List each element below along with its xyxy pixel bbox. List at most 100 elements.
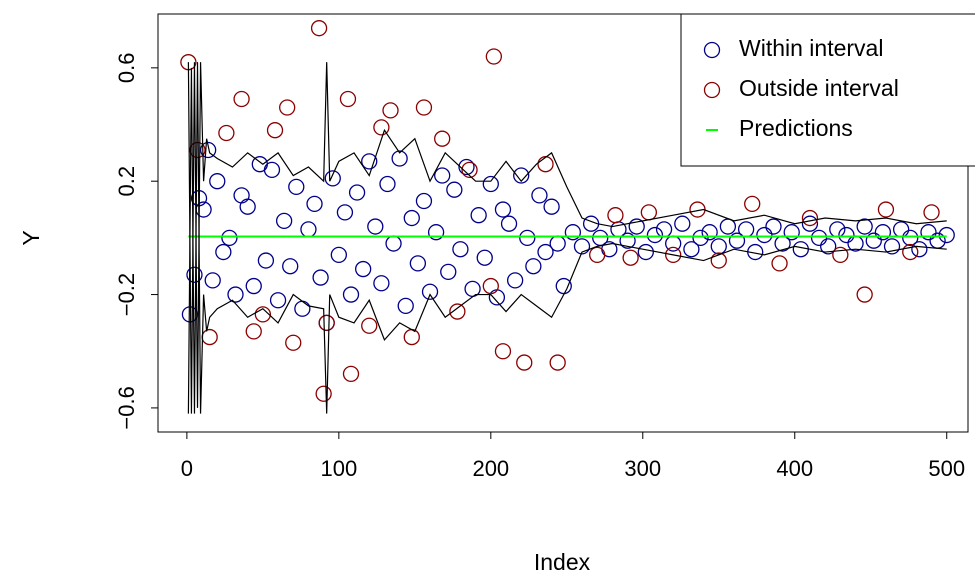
x-tick-label: 300 [624,456,661,481]
point [279,99,296,116]
point [543,198,560,215]
point [397,297,414,315]
point [446,181,463,198]
point [209,173,226,190]
point [771,255,788,272]
point [549,235,566,252]
x-tick-label: 200 [472,456,509,481]
point [710,238,727,255]
point [892,221,910,238]
point [494,343,512,360]
point [710,252,727,269]
point [692,229,709,247]
point [902,229,919,247]
point [622,249,639,266]
point [883,238,901,255]
point [355,260,372,278]
point [531,187,548,204]
point [361,153,378,170]
point [201,328,218,346]
point [379,175,396,193]
point [330,246,347,264]
y-tick-label: −0.2 [114,273,139,316]
point [938,226,955,244]
point [306,195,323,213]
point [415,192,433,210]
point [409,255,427,272]
point [275,212,293,230]
point [783,224,800,241]
point [856,286,873,303]
point [266,122,284,139]
point [449,303,466,320]
point [589,246,606,264]
point [403,328,420,346]
point [385,235,402,252]
point [549,354,566,371]
point [801,209,819,227]
point [452,241,469,258]
point [285,334,302,351]
interval-line [187,62,947,414]
point [506,272,524,289]
legend-label: Within interval [739,35,883,61]
point [856,218,873,235]
point [838,226,855,244]
point [537,156,554,173]
point [537,243,554,261]
interval-line [187,62,947,414]
point [300,221,317,238]
point [488,289,506,306]
point [665,246,682,264]
point [324,170,341,187]
point [564,224,582,241]
x-axis-label: Index [534,549,591,575]
x-tick-label: 0 [181,456,193,481]
point [555,277,572,295]
point [500,215,518,232]
point [189,141,206,159]
point [342,286,360,303]
point [516,354,533,371]
point [482,277,499,295]
point [233,187,250,204]
point [902,243,919,261]
point [737,221,755,238]
point [485,48,503,65]
point [911,241,928,258]
point [434,130,451,147]
point [263,161,281,179]
point [318,314,335,332]
point [403,209,420,227]
x-tick-label: 100 [320,456,357,481]
y-tick-label: −0.6 [114,386,139,429]
point [476,249,493,266]
legend-label: Outside interval [739,75,899,101]
point [683,241,700,258]
point [607,207,624,224]
point [186,266,203,283]
point [640,204,658,221]
point [619,232,636,249]
point [200,141,217,159]
point [269,292,287,309]
x-tick-label: 400 [776,456,813,481]
point [294,300,311,317]
point [637,243,654,261]
point [361,317,378,334]
point [820,238,837,255]
point [245,323,262,340]
point [513,167,530,184]
point [461,161,478,179]
point [792,241,809,258]
point [310,20,328,37]
point [312,269,329,286]
point [239,198,256,215]
point [923,204,940,221]
point [810,229,828,247]
legend-label: Predictions [739,115,853,141]
legend-box [680,13,975,167]
point [434,167,451,184]
point [801,215,819,232]
point [470,207,487,224]
